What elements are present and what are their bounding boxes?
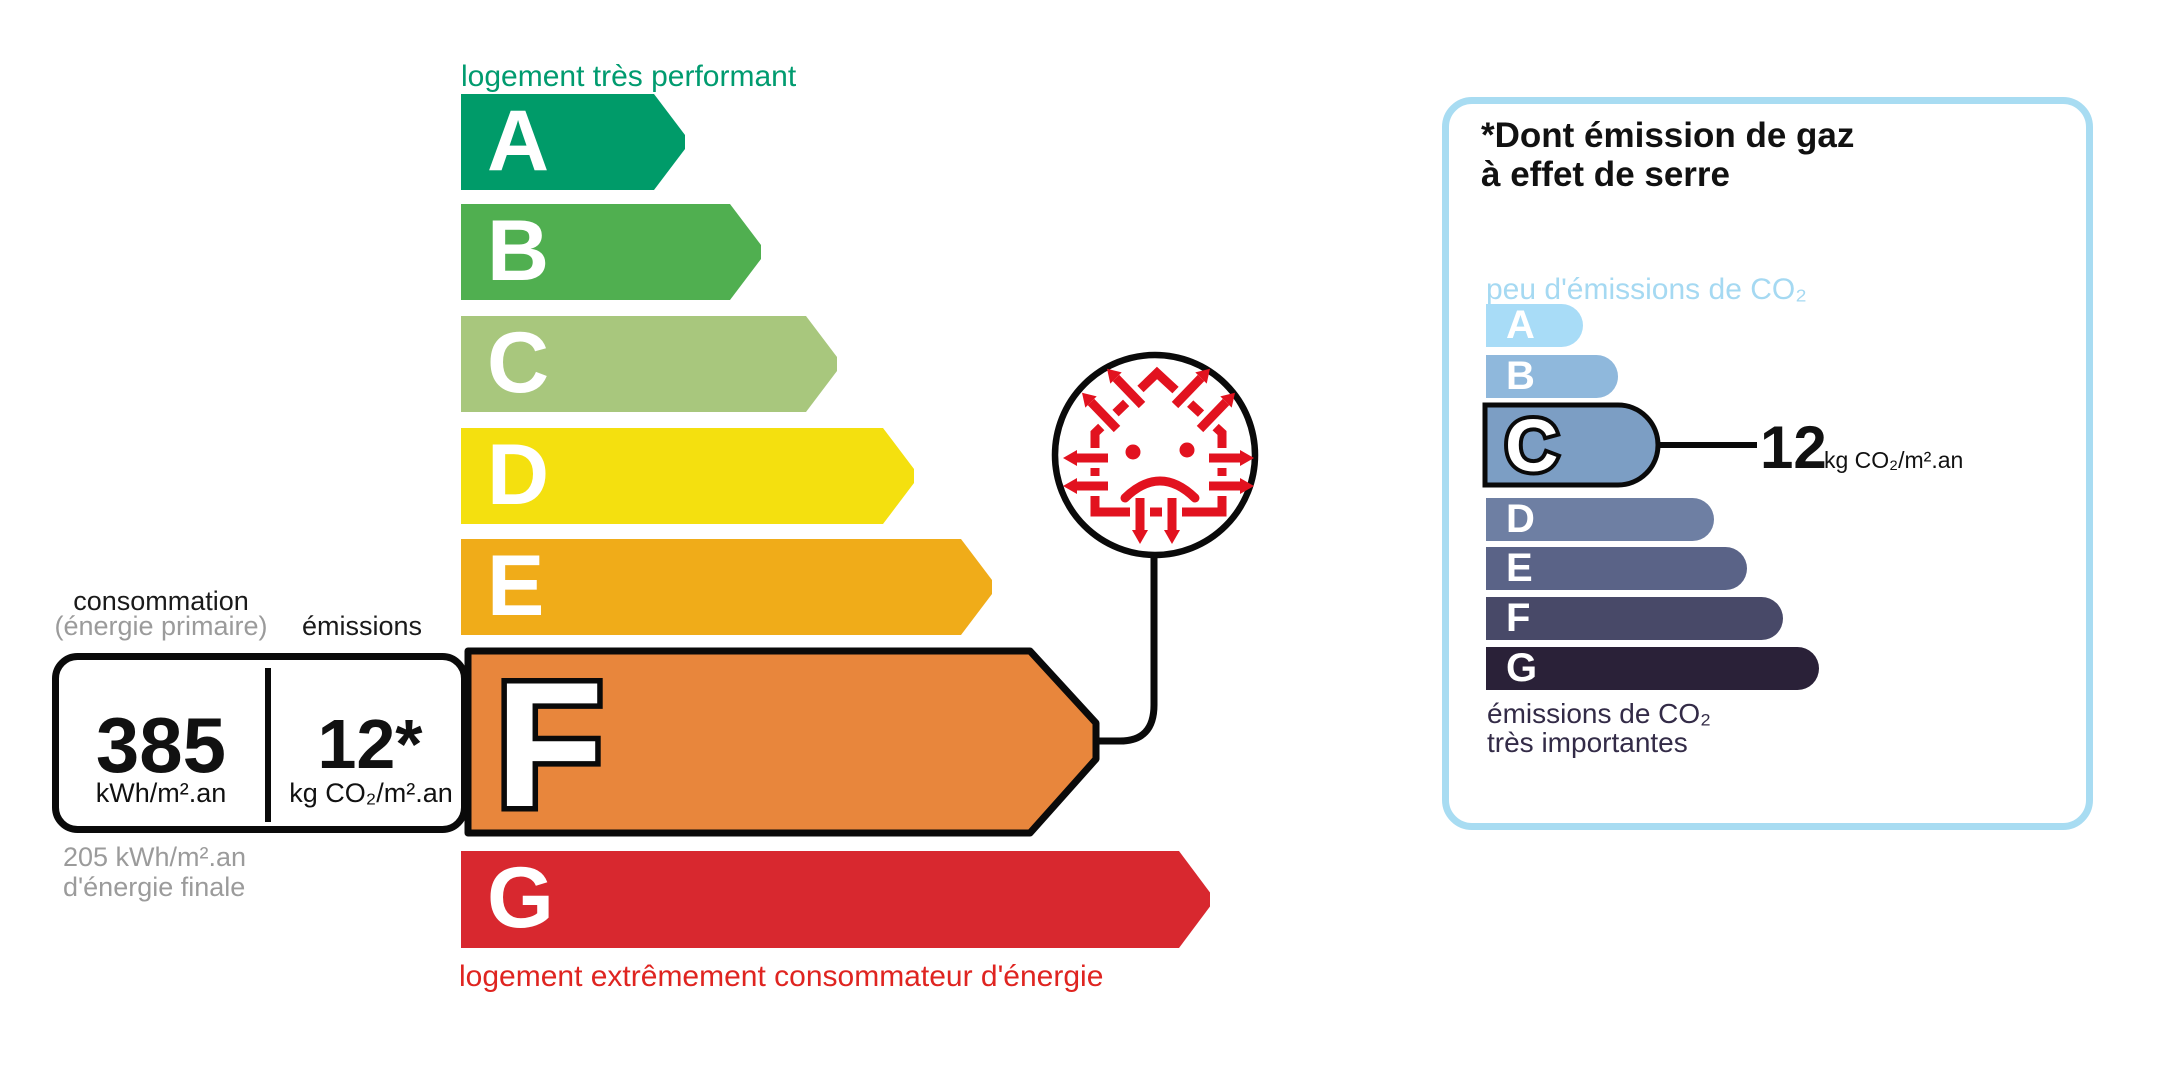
primary-energy-value: 385	[96, 701, 226, 789]
co2-class-b-bar: B	[1486, 355, 1618, 398]
co2-value: 12	[1760, 414, 1827, 481]
current-class-row: 385 kWh/m².an 12* kg CO₂/m².an F	[52, 554, 1158, 850]
emissions-header: émissions	[301, 611, 423, 641]
energy-class-a-letter: A	[487, 93, 550, 189]
connector-line	[1088, 554, 1158, 745]
bottom-scale-label: logement extrêmement consommateur d'éner…	[459, 960, 1104, 993]
co2-class-b-letter: B	[1506, 354, 1535, 398]
right-eye	[1179, 442, 1195, 458]
energy-class-b-arrow: B	[461, 204, 761, 300]
consumption-subheader: (énergie primaire)	[54, 611, 268, 641]
co2-class-d-bar: D	[1486, 498, 1714, 541]
emissions-value: 12*	[317, 705, 423, 783]
co2-current-class-row: C	[1482, 400, 1757, 491]
final-energy-line1: 205 kWh/m².an	[63, 842, 247, 872]
energy-class-b-letter: B	[487, 203, 550, 299]
co2-panel-title-line1: *Dont émission de gaz	[1481, 116, 1855, 155]
co2-class-a-bar: A	[1486, 304, 1583, 347]
top-scale-label: logement très performant	[461, 60, 797, 93]
co2-bottom-label: émissions de CO₂ très importantes	[1487, 699, 1711, 757]
energy-class-g-letter: G	[487, 850, 554, 946]
energy-class-g-arrow: G	[461, 851, 1210, 948]
co2-class-g-bar: G	[1486, 647, 1819, 690]
consumption-header: consommation	[73, 586, 249, 616]
co2-class-e-bar: E	[1486, 547, 1747, 590]
co2-panel-title-line2: à effet de serre	[1481, 155, 1731, 194]
emissions-unit: kg CO₂/m².an	[289, 778, 453, 808]
energy-class-c-letter: C	[487, 315, 550, 411]
energy-class-f-arrow	[464, 647, 1100, 837]
co2-bottom-label-line2: très importantes	[1487, 727, 1688, 758]
energy-class-e-letter: E	[487, 538, 545, 634]
energy-class-d-letter: D	[487, 427, 550, 523]
co2-class-e-letter: E	[1506, 546, 1533, 590]
co2-class-d-letter: D	[1506, 497, 1535, 541]
energy-class-f-letter: F	[495, 645, 604, 844]
co2-value-unit: kg CO₂/m².an	[1824, 447, 1964, 473]
co2-class-f-letter: F	[1506, 596, 1531, 640]
co2-panel-title: *Dont émission de gaz à effet de serre	[1481, 116, 1854, 194]
leak-arrows	[1063, 368, 1254, 544]
final-energy-note: 205 kWh/m².an d'énergie finale	[63, 842, 246, 902]
co2-class-c-letter: C	[1505, 404, 1558, 487]
frown-mouth	[1120, 476, 1200, 503]
co2-class-a-letter: A	[1506, 303, 1535, 347]
co2-bottom-label-line1: émissions de CO₂	[1487, 698, 1712, 729]
co2-class-f-bar: F	[1486, 597, 1783, 640]
co2-class-g-letter: G	[1506, 646, 1538, 690]
final-energy-line2: d'énergie finale	[63, 872, 246, 902]
co2-top-label: peu d'émissions de CO₂	[1486, 273, 1807, 306]
energy-class-a-arrow: A	[461, 94, 685, 190]
co2-class-c-bar	[1482, 402, 1661, 488]
energy-class-c-arrow: C	[461, 316, 837, 412]
energy-class-d-arrow: D	[461, 428, 914, 524]
sad-house-icon	[1051, 351, 1259, 559]
primary-energy-unit: kWh/m².an	[96, 778, 227, 808]
energy-class-e-arrow: E	[461, 539, 992, 635]
left-eye	[1125, 444, 1141, 460]
